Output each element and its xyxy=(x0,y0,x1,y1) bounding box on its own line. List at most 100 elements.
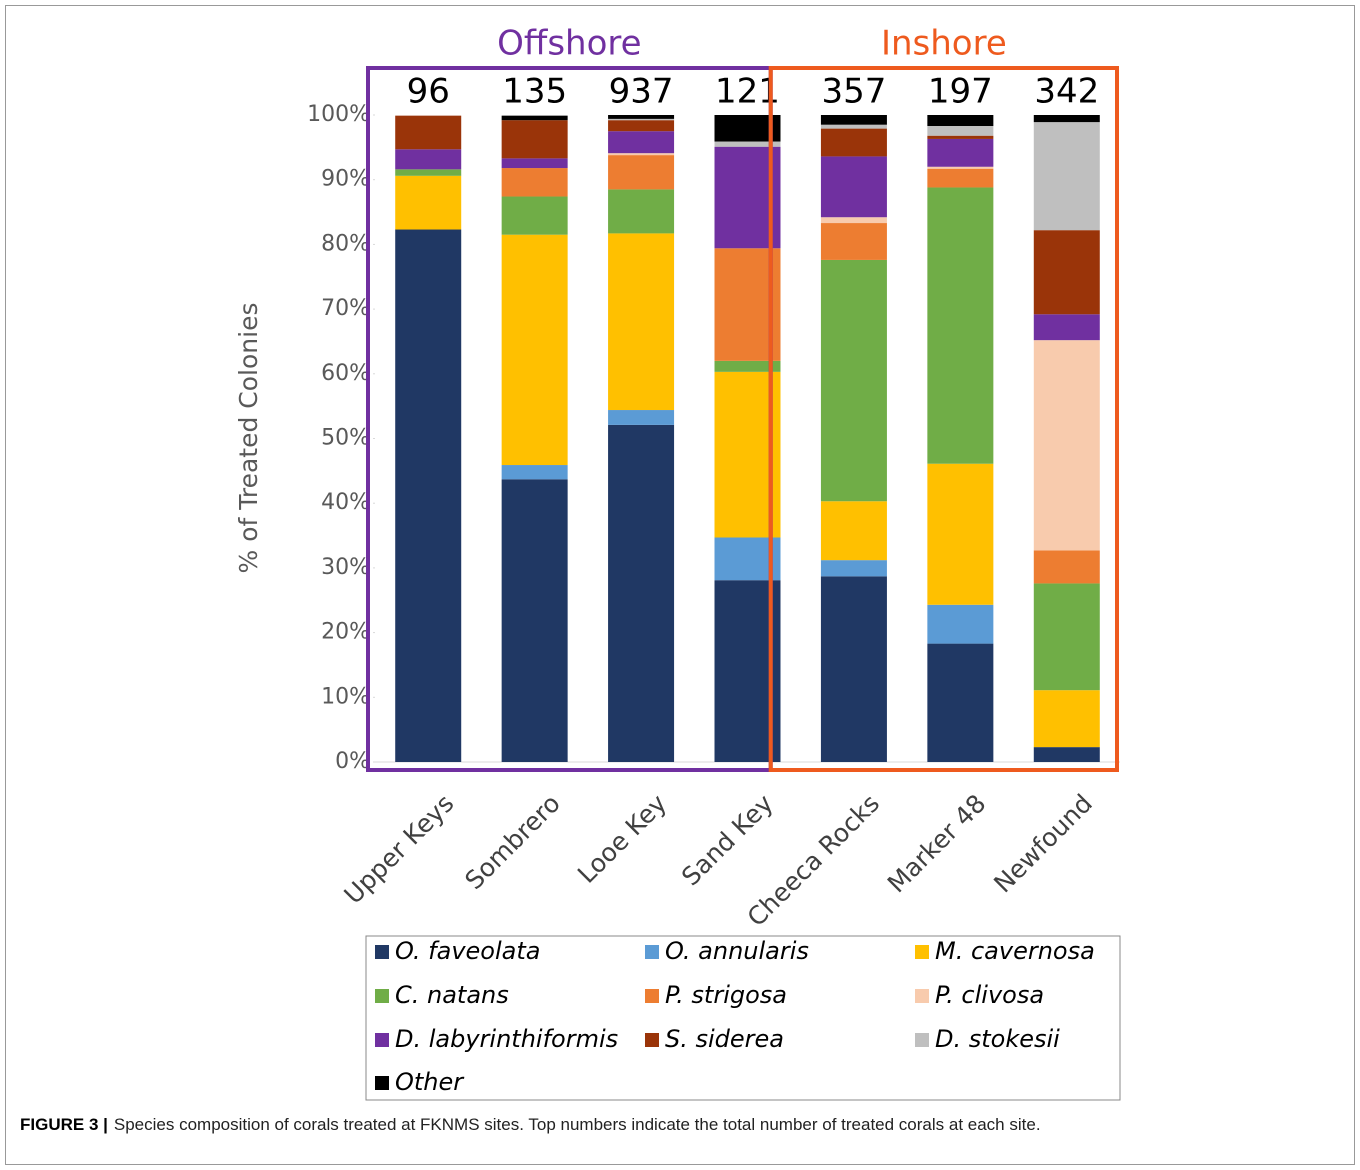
bar-segment xyxy=(608,120,675,132)
bar-segment xyxy=(1033,340,1100,551)
legend-label: P. clivosa xyxy=(935,981,1044,1009)
bar-segment xyxy=(927,463,994,605)
bar-segment xyxy=(820,156,887,218)
x-tick-label: Looe Key xyxy=(572,789,672,889)
group-title: Offshore xyxy=(497,24,641,64)
bar-segment xyxy=(608,153,675,156)
x-tick-label: Sand Key xyxy=(676,789,779,892)
bar-segment xyxy=(395,169,462,176)
x-tick-label: Marker 48 xyxy=(882,789,992,899)
caption: FIGURE 3 | Species composition of corals … xyxy=(20,1115,1041,1134)
bar-segment xyxy=(501,115,568,121)
bar-segment xyxy=(820,576,887,762)
bar-segment xyxy=(927,125,994,136)
bar-segment xyxy=(820,501,887,561)
y-tick-label: 70% xyxy=(321,296,370,321)
legend-label: M. cavernosa xyxy=(935,937,1095,965)
y-tick-label: 60% xyxy=(321,361,370,386)
legend-label: C. natans xyxy=(395,981,509,1009)
bar-segment xyxy=(608,131,675,154)
bar-segment xyxy=(608,189,675,234)
legend-swatch xyxy=(375,945,389,959)
x-tick-label: Newfound xyxy=(988,789,1098,899)
x-tick-label: Sombrero xyxy=(459,789,565,895)
total-label: 342 xyxy=(1034,72,1099,112)
bar-segment xyxy=(1033,314,1100,341)
legend-label: O. faveolata xyxy=(395,937,540,965)
bar-segment xyxy=(608,155,675,190)
bar-segment xyxy=(1033,583,1100,691)
bar-segment xyxy=(1033,122,1100,231)
bar-segment xyxy=(608,410,675,425)
bar-segment xyxy=(395,175,462,230)
legend-label: P. strigosa xyxy=(665,981,787,1009)
bar-segment xyxy=(1033,747,1100,762)
y-tick-label: 80% xyxy=(321,231,370,256)
legend-swatch xyxy=(915,945,929,959)
bar-segment xyxy=(714,360,781,372)
bar-segment xyxy=(395,229,462,763)
bar-segment xyxy=(927,643,994,762)
caption-text: Species composition of corals treated at… xyxy=(114,1115,1041,1134)
legend-swatch xyxy=(915,1033,929,1047)
bar-segment xyxy=(820,217,887,224)
bar-segment xyxy=(927,187,994,464)
y-tick-label: 10% xyxy=(321,684,370,709)
figure-frame xyxy=(5,5,1355,1165)
bar-segment xyxy=(1033,115,1100,123)
y-tick-label: 90% xyxy=(321,167,370,192)
bar-segment xyxy=(501,479,568,762)
bar-segment xyxy=(820,115,887,125)
bar-segment xyxy=(714,141,781,147)
legend-box xyxy=(365,935,1121,1101)
legend-swatch xyxy=(645,945,659,959)
figure-label: FIGURE 3 | xyxy=(20,1115,108,1134)
bar-segment xyxy=(820,128,887,157)
y-axis-title: % of Treated Colonies xyxy=(234,303,263,574)
legend-label: O. annularis xyxy=(665,937,809,965)
legend-label: S. siderea xyxy=(665,1025,784,1053)
bar-segment xyxy=(1033,550,1100,584)
legend-label: D. labyrinthiformis xyxy=(395,1025,618,1053)
bar-segment xyxy=(927,115,994,126)
y-tick-label: 0% xyxy=(335,749,370,774)
y-tick-label: 40% xyxy=(321,490,370,515)
total-label: 937 xyxy=(609,72,674,112)
bar-segment xyxy=(927,166,994,169)
legend-label: D. stokesii xyxy=(935,1025,1060,1053)
legend-swatch xyxy=(915,989,929,1003)
bar-segment xyxy=(395,149,462,170)
bar-segment xyxy=(1033,230,1100,315)
y-tick-label: 30% xyxy=(321,555,370,580)
bar-segment xyxy=(501,158,568,169)
y-tick-label: 50% xyxy=(321,426,370,451)
bar-segment xyxy=(820,223,887,260)
bar-segment xyxy=(501,234,568,466)
legend-swatch xyxy=(375,1076,389,1090)
bar-segment xyxy=(927,135,994,139)
legend-label: Other xyxy=(395,1068,465,1096)
total-label: 357 xyxy=(821,72,886,112)
total-label: 197 xyxy=(928,72,993,112)
bar-segment xyxy=(395,115,462,150)
group-box xyxy=(768,66,1119,772)
x-tick-label: Upper Keys xyxy=(338,789,459,910)
bar-segment xyxy=(608,233,675,411)
bar-segment xyxy=(927,168,994,188)
y-tick-label: 20% xyxy=(321,620,370,645)
bar-segment xyxy=(501,120,568,159)
bar-segment xyxy=(608,118,675,121)
legend-swatch xyxy=(645,1033,659,1047)
legend-swatch xyxy=(645,989,659,1003)
total-label: 96 xyxy=(407,72,450,112)
bar-segment xyxy=(820,124,887,129)
legend-swatch xyxy=(375,1033,389,1047)
bar-segment xyxy=(501,196,568,235)
group-title: Inshore xyxy=(881,24,1007,64)
bar-segment xyxy=(820,259,887,502)
bar-segment xyxy=(501,168,568,197)
total-label: 135 xyxy=(502,72,567,112)
bar-segment xyxy=(927,604,994,644)
